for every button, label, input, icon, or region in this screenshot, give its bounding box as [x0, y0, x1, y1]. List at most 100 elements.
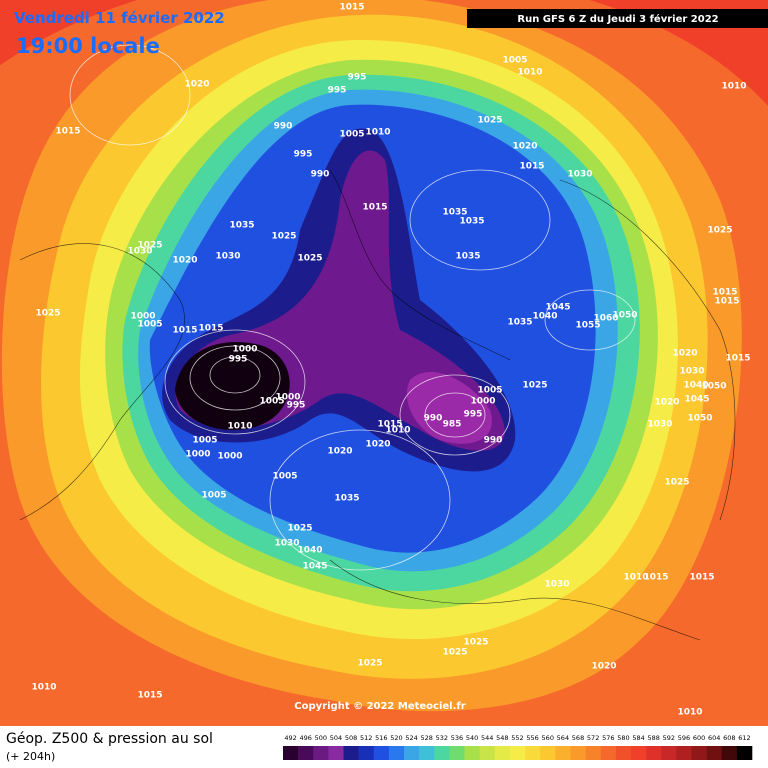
isobars — [69, 44, 636, 571]
pressure-label: 1005 — [137, 320, 162, 330]
pressure-label: 1000 — [185, 450, 210, 460]
pressure-label: 995 — [294, 150, 313, 160]
pressure-label: 1015 — [55, 127, 80, 137]
pressure-label: 1015 — [377, 420, 402, 430]
pressure-label: 1000 — [275, 393, 300, 403]
scale-swatch — [600, 746, 617, 760]
pressure-label: 1025 — [357, 659, 382, 669]
scale-label: 540 — [466, 734, 478, 742]
scale-swatch — [313, 746, 329, 760]
scale-swatch — [555, 746, 571, 760]
pressure-label: 1030 — [679, 367, 704, 377]
scale-label: 556 — [526, 734, 538, 742]
pressure-label: 1015 — [172, 326, 197, 336]
scale-label: 600 — [693, 734, 705, 742]
scale-label: 528 — [421, 734, 433, 742]
pressure-label: 1020 — [512, 142, 537, 152]
pressure-label: 1060 — [593, 314, 618, 324]
band — [406, 371, 492, 444]
scale-swatch — [630, 746, 647, 760]
pressure-label: 1010 — [365, 128, 390, 138]
pressure-label: 995 — [348, 73, 367, 83]
scale-label: 504 — [330, 734, 342, 742]
pressure-label: 1005 — [502, 56, 527, 66]
scale-swatch — [736, 746, 753, 760]
pressure-label: 1005 — [339, 130, 364, 140]
scale-label: 552 — [511, 734, 523, 742]
pressure-label: 1045 — [545, 303, 570, 313]
scale-swatch — [585, 746, 602, 760]
scale-swatch — [419, 746, 435, 760]
pressure-label: 995 — [287, 401, 306, 411]
pressure-label: 1055 — [575, 321, 600, 331]
scale-swatch — [691, 746, 707, 760]
pressure-label: 1005 — [272, 472, 297, 482]
scale-swatch — [721, 746, 738, 760]
scale-label: 568 — [572, 734, 584, 742]
pressure-label: 1010 — [517, 68, 542, 78]
pressure-label: 1010 — [623, 573, 648, 583]
color-scale: 492 496 500 504 508 512 516 520 524 528 532 536 540 5… — [283, 734, 753, 760]
pressure-label: 1025 — [35, 309, 60, 319]
pressure-label: 1005 — [259, 397, 284, 407]
pressure-label: 1015 — [689, 573, 714, 583]
pressure-label: 985 — [443, 420, 462, 430]
time-label: 19:00 locale — [16, 34, 160, 58]
pressure-label: 1010 — [31, 683, 56, 693]
pressure-label: 990 — [424, 414, 443, 424]
pressure-label: 1025 — [477, 116, 502, 126]
run-label: Run GFS 6 Z du Jeudi 3 février 2022 — [517, 13, 718, 25]
pressure-label: 1015 — [725, 354, 750, 364]
pressure-label: 1030 — [127, 247, 152, 257]
pressure-label: 1045 — [684, 395, 709, 405]
pressure-label: 1030 — [274, 539, 299, 549]
coastlines — [19, 169, 736, 641]
pressure-label: 1015 — [362, 203, 387, 213]
pressure-label: 1045 — [302, 562, 327, 572]
pressure-label: 1010 — [385, 426, 410, 436]
scale-swatch — [373, 746, 390, 760]
pressure-label: 995 — [328, 86, 347, 96]
scale-swatch — [388, 746, 405, 760]
scale-label: 596 — [678, 734, 690, 742]
scale-swatch — [479, 746, 496, 760]
pressure-label: 1010 — [677, 708, 702, 718]
pressure-label: 1005 — [192, 436, 217, 446]
pressure-label: 1010 — [721, 82, 746, 92]
pressure-label: 1025 — [707, 226, 732, 236]
pressure-label: 1020 — [672, 349, 697, 359]
pressure-label: 990 — [274, 122, 293, 132]
pressure-label: 995 — [464, 410, 483, 420]
pressure-label: 1000 — [217, 452, 242, 462]
pressure-label: 1025 — [664, 478, 689, 488]
scale-label: 516 — [375, 734, 387, 742]
pressure-label: 1030 — [647, 420, 672, 430]
pressure-label: 1000 — [470, 397, 495, 407]
pressure-label: 1005 — [201, 491, 226, 501]
date-label: Vendredi 11 février 2022 — [14, 9, 225, 27]
scale-label: 508 — [345, 734, 357, 742]
band — [175, 342, 290, 430]
scale-label: 612 — [738, 734, 750, 742]
scale-swatch — [661, 746, 677, 760]
scale-label: 572 — [587, 734, 599, 742]
scale-label: 512 — [360, 734, 372, 742]
pressure-label: 1015 — [519, 162, 544, 172]
run-box — [467, 9, 768, 28]
scale-swatch — [404, 746, 420, 760]
pressure-label: 1035 — [507, 318, 532, 328]
pressure-label: 1015 — [198, 324, 223, 334]
scale-label: 584 — [632, 734, 644, 742]
copyright: Copyright © 2022 Meteociel.fr — [294, 701, 465, 712]
pressure-label: 990 — [484, 436, 503, 446]
pressure-label: 1015 — [137, 691, 162, 701]
scale-label: 536 — [451, 734, 463, 742]
pressure-label: 1025 — [463, 638, 488, 648]
scale-label: 492 — [284, 734, 296, 742]
scale-swatch — [494, 746, 511, 760]
pressure-label: 1025 — [137, 241, 162, 251]
pressure-label: 1035 — [459, 217, 484, 227]
pressure-label: 1025 — [271, 232, 296, 242]
pressure-label: 1025 — [522, 381, 547, 391]
